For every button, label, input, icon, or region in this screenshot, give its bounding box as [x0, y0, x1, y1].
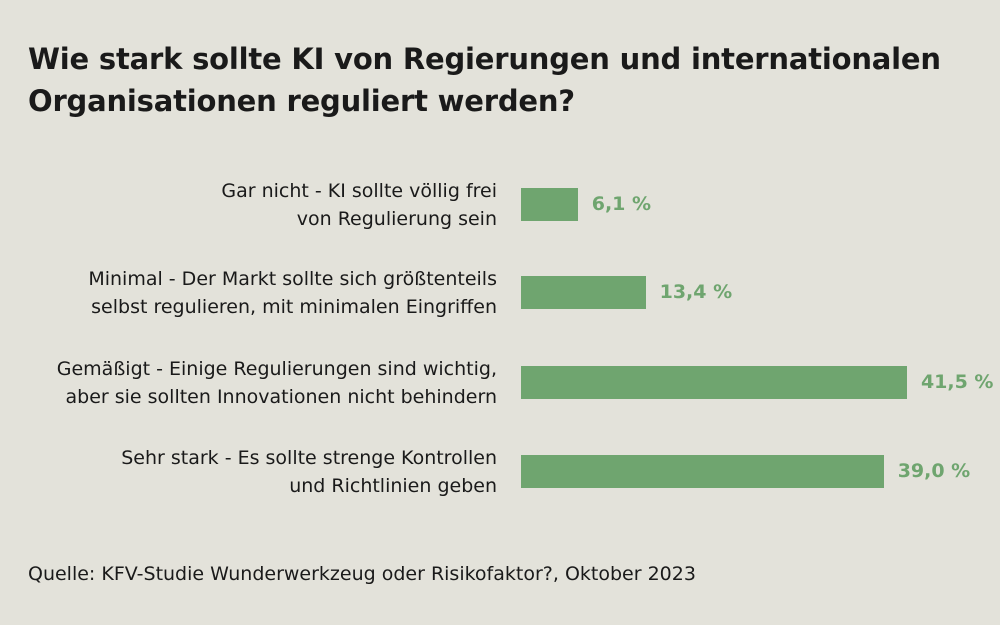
value-label: 13,4 %: [659, 281, 733, 303]
category-label-line: Gemäßigt - Einige Regulierungen sind wic…: [56, 358, 497, 380]
value-label: 41,5 %: [920, 371, 994, 393]
category-label: Sehr stark - Es sollte strenge Kontrolle…: [17, 444, 497, 500]
category-label-line: Sehr stark - Es sollte strenge Kontrolle…: [121, 447, 497, 469]
bar: [521, 188, 578, 221]
category-label-line: selbst regulieren, mit minimalen Eingrif…: [91, 296, 497, 318]
bar: [521, 366, 907, 399]
category-label-line: Gar nicht - KI sollte völlig frei: [221, 180, 497, 202]
category-label: Gemäßigt - Einige Regulierungen sind wic…: [17, 355, 497, 411]
category-label: Gar nicht - KI sollte völlig frei von Reg…: [17, 177, 497, 233]
value-label: 6,1 %: [591, 193, 652, 215]
bar: [521, 455, 884, 488]
category-label: Minimal - Der Markt sollte sich größtent…: [17, 265, 497, 321]
category-label-line: und Richtlinien geben: [289, 475, 497, 497]
bar: [521, 276, 646, 309]
category-label-line: aber sie sollten Innovationen nicht behi…: [65, 386, 498, 408]
source-note: Quelle: KFV-Studie Wunderwerkzeug oder R…: [28, 563, 696, 585]
category-label-line: von Regulierung sein: [296, 208, 497, 230]
category-label-line: Minimal - Der Markt sollte sich größtent…: [88, 268, 497, 290]
value-label: 39,0 %: [897, 460, 971, 482]
chart-title: Wie stark sollte KI von Regierungen und …: [28, 42, 941, 118]
